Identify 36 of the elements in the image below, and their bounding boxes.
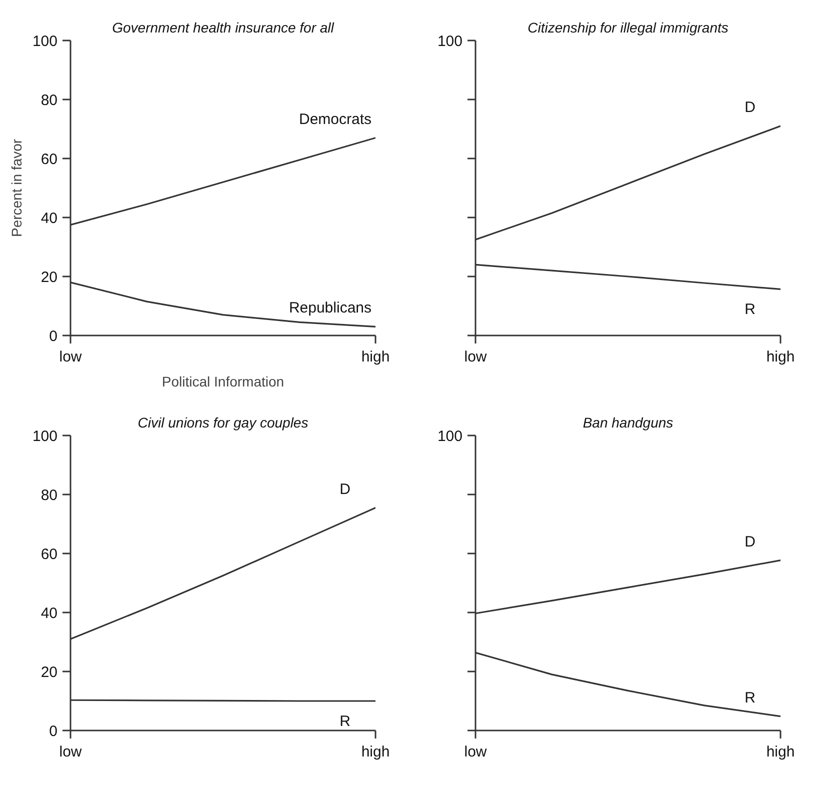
y-tick-label: 40: [40, 210, 58, 227]
series-label: Democrats: [298, 110, 372, 128]
text: 100: [437, 428, 463, 445]
x-tick-label: high: [766, 744, 795, 760]
series-label: Republicans: [288, 300, 372, 317]
series-label: R: [744, 689, 756, 706]
x-tick-label: high: [361, 744, 390, 760]
y-tick-label: 80: [40, 487, 58, 504]
y-tick-label: 0: [49, 328, 58, 345]
x-tick-label: low: [59, 348, 82, 366]
x-tick-label: low: [464, 348, 487, 366]
series-label: R: [744, 301, 756, 318]
y-tick-label: 20: [40, 269, 58, 286]
x-axis-title: Political Information: [162, 374, 284, 390]
y-tick-label: 60: [40, 546, 58, 563]
text: 100: [437, 33, 463, 50]
x-tick-label: high: [766, 348, 795, 366]
series-label: D: [340, 480, 351, 498]
x-tick-label: low: [59, 744, 82, 760]
y-tick-label: 100: [32, 33, 58, 50]
x-tick-label: high: [361, 348, 390, 366]
y-tick-label: 0: [49, 723, 58, 740]
series-label: D: [744, 99, 756, 116]
chart-title: Ban handguns: [582, 414, 674, 430]
y-axis-title: Percent in favor: [8, 138, 24, 238]
y-tick-label: 80: [40, 92, 58, 109]
series-label: D: [744, 533, 756, 550]
y-tick-label: 100: [32, 428, 58, 445]
x-tick-label: low: [464, 744, 487, 760]
y-tick-label: 60: [40, 151, 58, 168]
chart-title: Civil unions for gay couples: [138, 414, 308, 430]
chart-title: Government health insurance for all: [112, 20, 335, 36]
y-tick-label: 20: [40, 664, 58, 681]
y-tick-label: 40: [40, 605, 58, 622]
series-label: R: [340, 713, 351, 730]
chart-title: Citizenship for illegal immigrants: [528, 20, 728, 36]
